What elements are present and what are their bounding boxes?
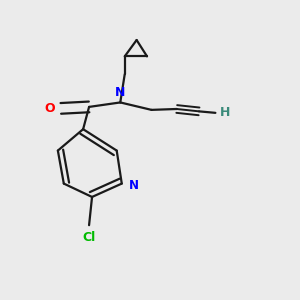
Text: O: O	[45, 102, 56, 115]
Text: H: H	[220, 106, 230, 119]
Text: N: N	[129, 178, 139, 192]
Text: Cl: Cl	[82, 230, 96, 244]
Text: N: N	[115, 86, 125, 100]
